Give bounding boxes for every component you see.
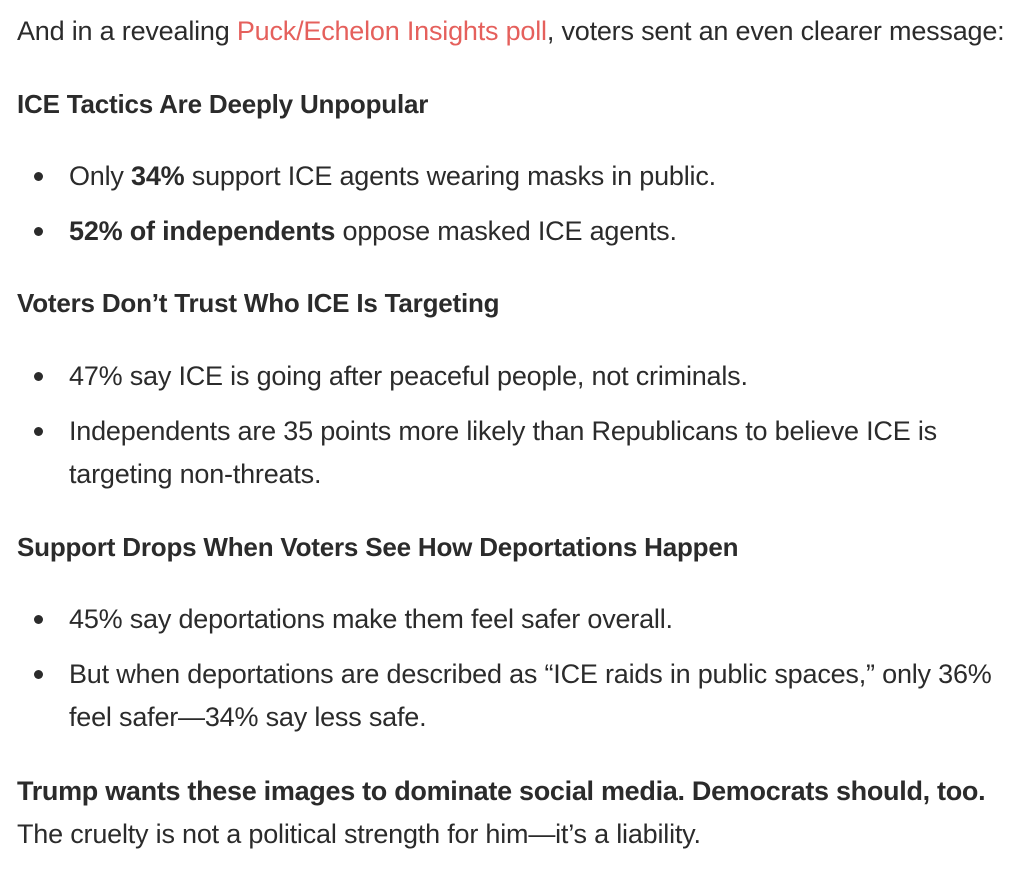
intro-text-before: And in a revealing <box>17 16 237 46</box>
section-heading-deportations: Support Drops When Voters See How Deport… <box>17 532 739 562</box>
closing-statement: The cruelty is not a political strength … <box>17 819 701 849</box>
poll-link[interactable]: Puck/Echelon Insights poll <box>236 16 547 46</box>
list-item-text: 47% say ICE is going after peaceful peop… <box>69 361 748 391</box>
bullet-dot-icon <box>34 427 43 436</box>
emphasis-text: 34% <box>131 161 185 191</box>
intro-paragraph: And in a revealing Puck/Echelon Insights… <box>17 9 1005 53</box>
bullet-dot-icon <box>34 670 43 679</box>
bullet-dot-icon <box>34 372 43 381</box>
intro-text-after: , voters sent an even clearer message: <box>546 16 1005 46</box>
closing-bold-statement: Trump wants these images to dominate soc… <box>17 776 986 806</box>
section-heading-targeting: Voters Don’t Trust Who ICE Is Targeting <box>17 288 500 318</box>
bullet-dot-icon <box>34 615 43 624</box>
list-item-text: But when deportations are described as “… <box>69 659 992 689</box>
list-item-text: 45% say deportations make them feel safe… <box>69 604 673 634</box>
bullet-dot-icon <box>34 227 43 236</box>
bullet-dot-icon <box>34 172 43 181</box>
emphasis-text: 52% of independents <box>69 216 336 246</box>
list-item-text: Only 34% support ICE agents wearing mask… <box>69 161 716 191</box>
section-heading-ice-tactics: ICE Tactics Are Deeply Unpopular <box>17 89 429 119</box>
list-item-text-continued: targeting non-threats. <box>69 459 322 489</box>
list-item-text-continued: feel safer—34% say less safe. <box>69 702 427 732</box>
list-item-text: 52% of independents oppose masked ICE ag… <box>69 216 677 246</box>
list-item-text: Independents are 35 points more likely t… <box>69 416 937 446</box>
